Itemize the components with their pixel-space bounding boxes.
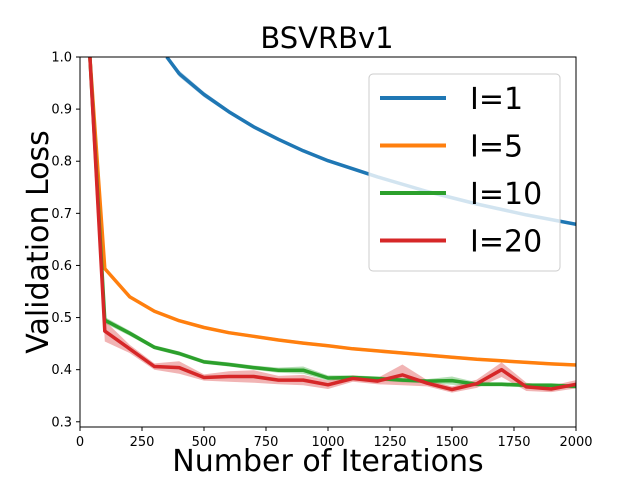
legend-label: I=10 [470,177,542,212]
y-tick-label: 0.4 [51,363,72,378]
x-tick-label: 250 [130,435,155,450]
y-tick-label: 0.6 [51,259,72,274]
x-axis-label: Number of Iterations [172,444,483,479]
y-tick-label: 1.0 [51,51,72,66]
x-tick-label: 1750 [497,435,530,450]
x-axis: 0 250 500 750 1000 1250 1500 1750 2000 [76,427,593,450]
y-tick-label: 0.9 [51,103,72,118]
y-tick-label: 0.7 [51,207,72,222]
legend: I=1 I=5 I=10 I=20 [368,73,561,272]
x-tick-label: 1250 [373,435,406,450]
y-axis-label: Validation Loss [21,130,56,353]
y-tick-label: 0.5 [51,311,72,326]
chart-title: BSVRBv1 [260,21,393,55]
y-tick-label: 0.3 [51,415,72,430]
x-tick-label: 2000 [559,435,592,450]
series-line-i-5 [88,57,576,367]
legend-label: I=20 [470,225,542,260]
legend-box [368,73,561,272]
x-tick-label: 750 [254,435,279,450]
x-tick-label: 500 [192,435,217,450]
x-tick-label: 1000 [311,435,344,450]
legend-label: I=1 [470,82,523,117]
series-line-i-20 [88,57,576,392]
y-axis: 0.3 0.4 0.5 0.6 0.7 0.8 0.9 1.0 [51,51,80,430]
y-tick-label: 0.8 [51,155,72,170]
x-tick-label: 0 [76,435,84,450]
x-tick-label: 1500 [435,435,468,450]
series-line-i-10 [88,57,576,389]
legend-label: I=5 [470,130,523,165]
